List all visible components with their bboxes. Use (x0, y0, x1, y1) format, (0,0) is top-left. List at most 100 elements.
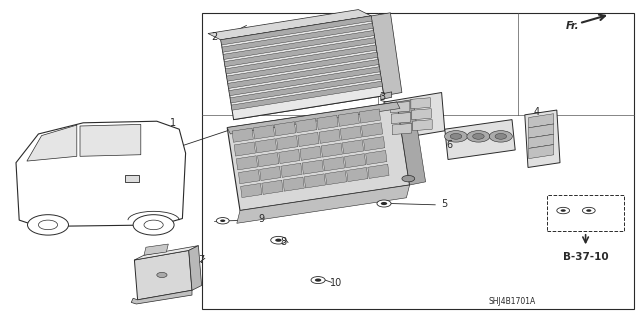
Circle shape (467, 131, 490, 142)
Polygon shape (283, 177, 304, 191)
Polygon shape (445, 120, 515, 160)
Polygon shape (529, 124, 554, 138)
Polygon shape (234, 142, 255, 156)
Text: Fr.: Fr. (566, 20, 580, 31)
Text: 3: 3 (379, 92, 385, 102)
Polygon shape (371, 13, 402, 96)
Circle shape (220, 219, 225, 222)
Polygon shape (257, 152, 279, 167)
Polygon shape (359, 109, 381, 123)
Polygon shape (368, 164, 389, 178)
Polygon shape (275, 122, 296, 136)
Circle shape (582, 207, 595, 214)
Polygon shape (338, 112, 359, 126)
Polygon shape (362, 123, 383, 137)
Circle shape (315, 278, 321, 282)
Polygon shape (529, 114, 554, 128)
Polygon shape (279, 149, 300, 164)
Polygon shape (236, 156, 257, 170)
Circle shape (557, 207, 570, 214)
Circle shape (473, 133, 484, 139)
Polygon shape (381, 92, 392, 100)
Polygon shape (412, 109, 431, 120)
Bar (202, 13, 634, 309)
Polygon shape (228, 59, 379, 88)
Polygon shape (300, 146, 321, 160)
Text: 6: 6 (447, 140, 453, 150)
Text: 4: 4 (533, 107, 540, 117)
Polygon shape (260, 167, 281, 181)
Circle shape (275, 239, 282, 242)
Polygon shape (222, 23, 373, 52)
Circle shape (157, 272, 167, 278)
Polygon shape (390, 101, 410, 113)
Polygon shape (321, 143, 342, 157)
Text: 9: 9 (258, 214, 264, 225)
Polygon shape (16, 121, 186, 226)
Polygon shape (230, 74, 381, 103)
Polygon shape (317, 115, 338, 130)
Polygon shape (525, 110, 560, 167)
Circle shape (28, 215, 68, 235)
Polygon shape (276, 136, 298, 150)
Text: 7: 7 (198, 255, 205, 265)
Polygon shape (364, 137, 385, 151)
Polygon shape (229, 67, 380, 96)
Polygon shape (227, 102, 410, 211)
Circle shape (489, 131, 512, 142)
Circle shape (144, 220, 163, 230)
Text: 10: 10 (330, 278, 342, 288)
Polygon shape (239, 170, 260, 184)
Polygon shape (221, 16, 384, 120)
Circle shape (451, 133, 461, 139)
Circle shape (402, 175, 415, 182)
Polygon shape (296, 119, 317, 133)
Polygon shape (225, 45, 377, 74)
Polygon shape (391, 113, 411, 124)
Polygon shape (255, 139, 276, 153)
Polygon shape (413, 120, 432, 131)
Bar (125, 175, 139, 182)
Polygon shape (397, 100, 426, 185)
Text: 2: 2 (211, 32, 218, 42)
Polygon shape (208, 10, 371, 40)
Polygon shape (232, 128, 253, 142)
Circle shape (381, 202, 387, 205)
Circle shape (561, 209, 566, 212)
Polygon shape (281, 163, 302, 177)
Polygon shape (323, 157, 344, 171)
Circle shape (444, 131, 467, 142)
Circle shape (38, 220, 58, 230)
Polygon shape (134, 250, 192, 300)
Circle shape (216, 218, 229, 224)
Polygon shape (302, 160, 323, 174)
Polygon shape (344, 154, 365, 168)
Text: B-37-10: B-37-10 (563, 252, 609, 262)
Circle shape (133, 215, 174, 235)
Polygon shape (411, 98, 430, 109)
Polygon shape (319, 129, 340, 143)
Polygon shape (253, 125, 275, 139)
Circle shape (586, 209, 591, 212)
Polygon shape (80, 124, 141, 156)
Polygon shape (347, 167, 368, 182)
Polygon shape (131, 290, 192, 304)
Polygon shape (144, 244, 168, 255)
Polygon shape (342, 140, 364, 154)
Polygon shape (227, 52, 378, 81)
Polygon shape (224, 38, 376, 67)
Text: 1: 1 (170, 118, 176, 128)
Polygon shape (298, 132, 319, 146)
Polygon shape (221, 16, 372, 45)
Polygon shape (384, 93, 445, 140)
Polygon shape (227, 102, 400, 134)
Text: 5: 5 (442, 198, 448, 209)
Circle shape (271, 236, 286, 244)
Text: 8: 8 (280, 237, 287, 248)
Bar (547, 195, 624, 231)
Polygon shape (325, 171, 347, 185)
Circle shape (311, 277, 325, 284)
Polygon shape (304, 174, 326, 188)
Polygon shape (529, 145, 554, 159)
Polygon shape (340, 126, 362, 140)
